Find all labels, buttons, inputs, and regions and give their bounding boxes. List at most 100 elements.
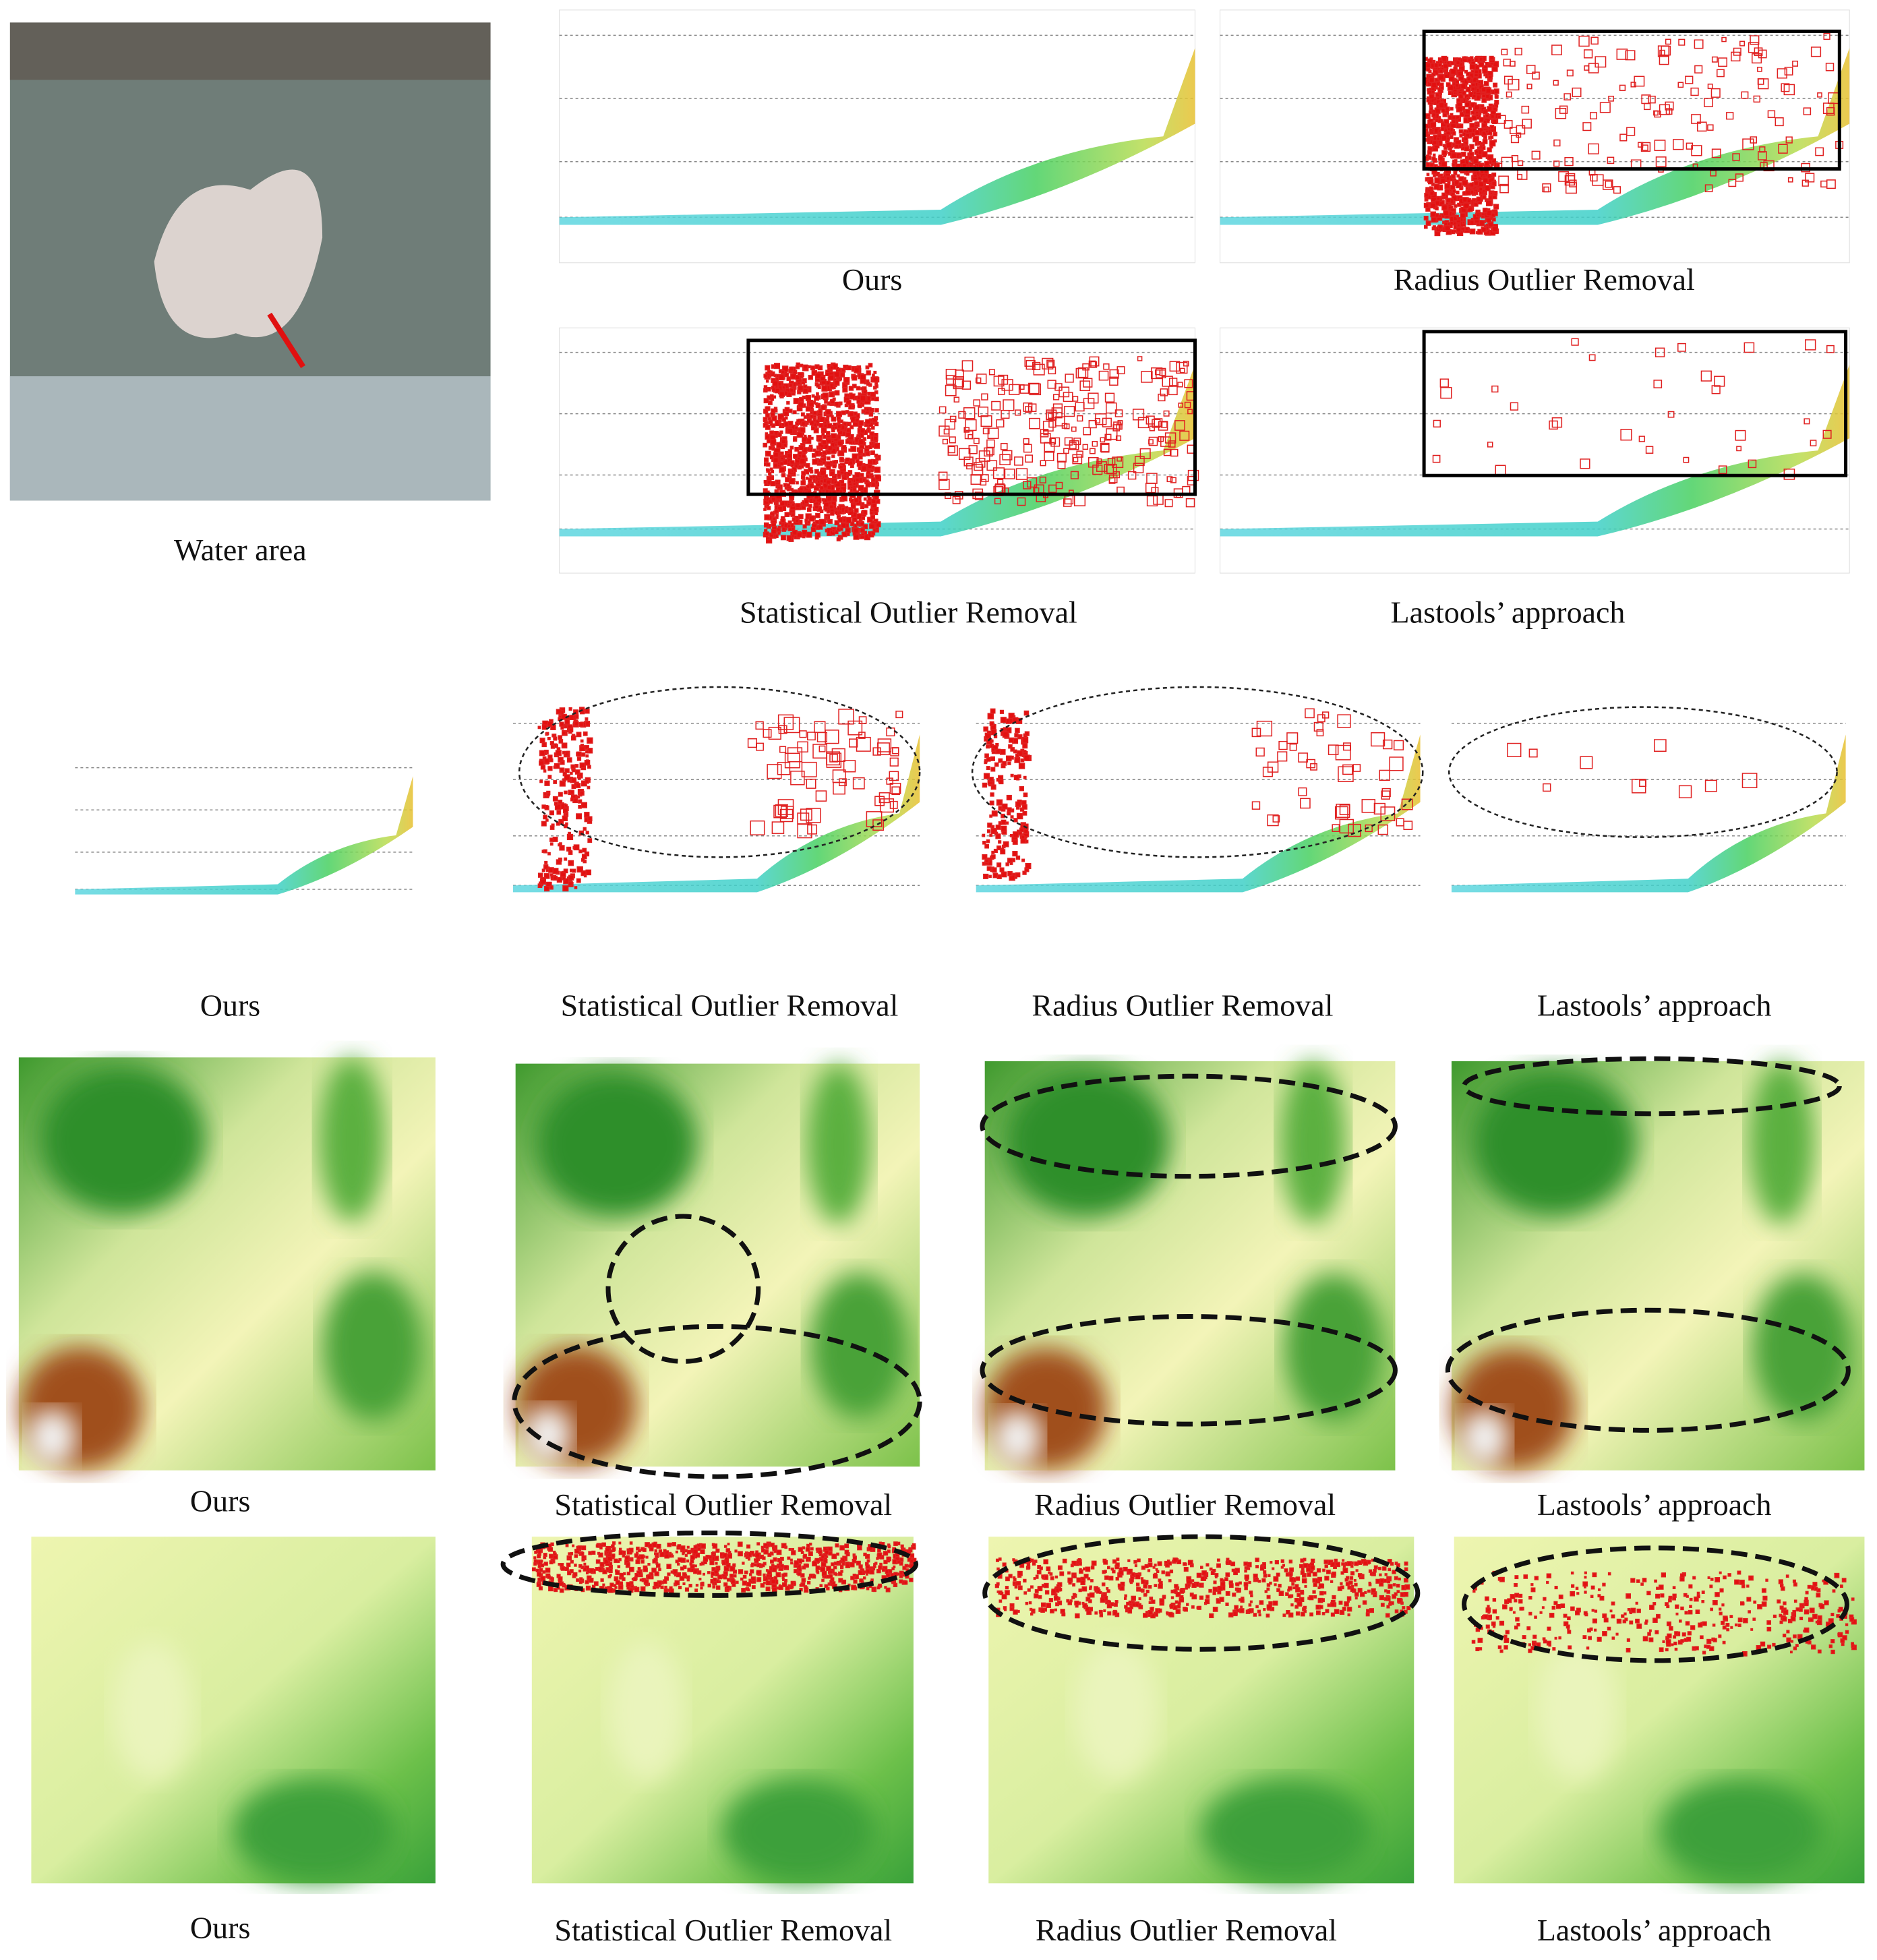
noise-point <box>1428 110 1433 115</box>
noise-point <box>1655 1630 1659 1634</box>
noise-point <box>1028 1601 1032 1605</box>
noise-point <box>1432 69 1439 76</box>
noise-point <box>774 534 779 539</box>
noise-point <box>1836 1614 1840 1618</box>
noise-point <box>1526 65 1536 74</box>
noise-point <box>618 1584 624 1590</box>
noise-point <box>896 1541 901 1546</box>
noise-point <box>1694 39 1704 49</box>
noise-point <box>1691 114 1701 124</box>
noise-point <box>1436 196 1441 201</box>
noise-point <box>872 374 875 377</box>
noise-point <box>1592 1572 1597 1578</box>
profile-line <box>267 312 305 369</box>
noise-point <box>1205 1563 1210 1567</box>
noise-point <box>1368 1582 1372 1586</box>
noise-point <box>852 487 857 492</box>
noise-point <box>1357 1560 1363 1566</box>
noise-point <box>789 445 794 450</box>
noise-point <box>564 812 568 816</box>
noise-point <box>1490 212 1496 218</box>
noise-point <box>1290 1603 1294 1607</box>
noise-point <box>850 521 855 527</box>
noise-point <box>1480 170 1485 175</box>
noise-point <box>1369 1572 1373 1576</box>
noise-point <box>793 454 798 459</box>
noise-point <box>1629 1620 1634 1625</box>
noise-point <box>1323 1591 1327 1595</box>
noise-point <box>1485 113 1489 119</box>
noise-point <box>1424 192 1429 198</box>
noise-point <box>549 873 554 877</box>
noise-point <box>1315 1610 1321 1615</box>
noise-point <box>1244 1569 1247 1573</box>
noise-point <box>578 1569 582 1573</box>
noise-point <box>1169 361 1181 372</box>
noise-point <box>862 409 866 413</box>
noise-point <box>1468 106 1472 110</box>
noise-point <box>831 416 837 422</box>
noise-point <box>990 767 996 772</box>
noise-point <box>899 1574 903 1578</box>
noise-point <box>1451 212 1455 216</box>
noise-point <box>600 1543 604 1547</box>
noise-point <box>767 417 771 421</box>
noise-point <box>1002 1562 1007 1567</box>
noise-point <box>819 485 825 491</box>
noise-point <box>810 411 813 415</box>
noise-point <box>845 410 850 414</box>
noise-point <box>1012 831 1019 838</box>
noise-point <box>1123 1566 1128 1572</box>
noise-point <box>995 748 1001 754</box>
noise-point <box>813 417 816 420</box>
noise-point <box>866 407 870 412</box>
noise-point <box>811 425 816 431</box>
noise-point <box>837 429 843 436</box>
noise-point <box>1025 1601 1029 1605</box>
noise-point <box>1296 1587 1301 1591</box>
noise-point <box>831 1562 835 1566</box>
noise-point <box>1288 1572 1292 1577</box>
noise-point <box>700 1586 703 1590</box>
noise-point <box>1255 1565 1259 1569</box>
noise-point <box>764 457 769 463</box>
noise-point <box>1154 1564 1157 1567</box>
noise-point <box>989 814 993 818</box>
noise-point <box>1778 144 1788 154</box>
noise-point <box>1212 1591 1216 1595</box>
noise-point <box>1613 186 1621 194</box>
ground-points <box>559 48 1195 225</box>
noise-point <box>1024 356 1035 367</box>
noise-point <box>845 422 850 426</box>
noise-point <box>1469 182 1474 188</box>
noise-point <box>1107 457 1116 466</box>
noise-point <box>859 1578 864 1583</box>
noise-point <box>693 1545 698 1549</box>
noise-point <box>622 1554 626 1558</box>
noise-point <box>1078 1588 1082 1593</box>
noise-point <box>1300 1591 1305 1595</box>
noise-point <box>874 421 879 427</box>
noise-point <box>587 816 593 821</box>
noise-point <box>1467 58 1472 63</box>
noise-point <box>575 783 581 788</box>
noise-point <box>587 765 591 769</box>
noise-point <box>1677 82 1684 88</box>
noise-point <box>1325 1609 1330 1613</box>
noise-point <box>1019 827 1024 833</box>
noise-point <box>858 485 864 492</box>
noise-point <box>777 506 783 512</box>
noise-point <box>674 1573 678 1577</box>
noise-point <box>986 756 991 762</box>
noise-point <box>1026 477 1038 488</box>
noise-point <box>1729 1615 1733 1618</box>
noise-point <box>808 435 812 439</box>
noise-point <box>1362 1600 1367 1605</box>
noise-point <box>1464 109 1471 115</box>
noise-point <box>672 1542 676 1547</box>
noise-point <box>902 1547 905 1551</box>
noise-point <box>1433 174 1436 177</box>
noise-point <box>709 1560 715 1566</box>
noise-point <box>871 477 876 483</box>
noise-point <box>858 448 864 454</box>
